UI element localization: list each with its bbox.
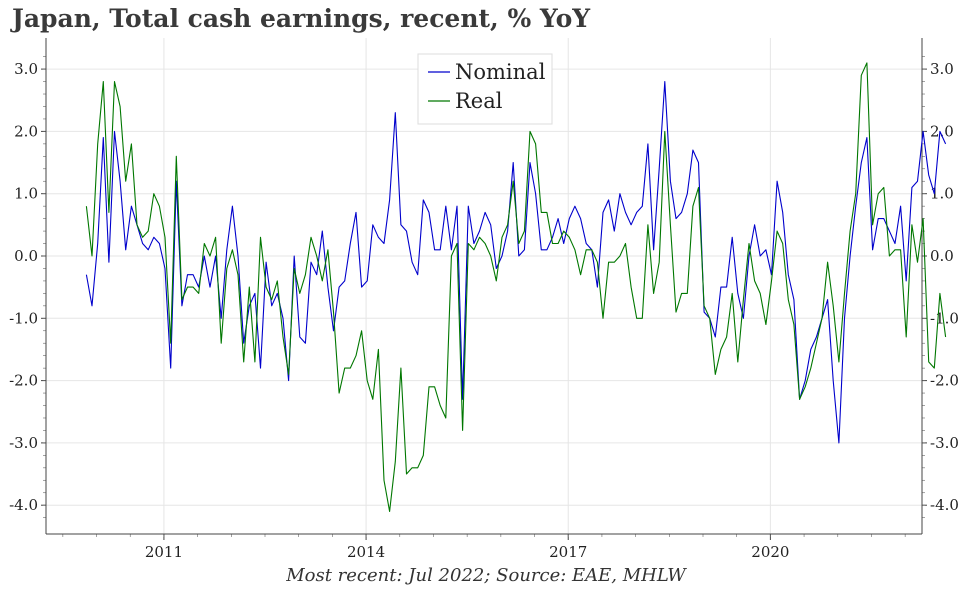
y-tick-label-left: -1.0 xyxy=(9,309,38,327)
series-lines xyxy=(85,62,947,512)
y-tick-label-left: 3.0 xyxy=(14,60,38,78)
y-tick-label-right: 1.0 xyxy=(930,185,954,203)
x-tick-label: 2020 xyxy=(751,543,789,561)
y-tick-label-left: -3.0 xyxy=(9,434,38,452)
y-tick-label-right: -2.0 xyxy=(930,372,959,390)
chart-title: Japan, Total cash earnings, recent, % Yo… xyxy=(12,4,591,33)
legend-box xyxy=(417,53,553,125)
chart-source-note: Most recent: Jul 2022; Source: EAE, MHLW xyxy=(286,565,686,586)
axes xyxy=(41,38,927,540)
grid-lines xyxy=(46,38,922,534)
y-tick-label-left: 1.0 xyxy=(14,185,38,203)
y-tick-label-right: -4.0 xyxy=(930,496,959,514)
y-tick-label-right: 2.0 xyxy=(930,122,954,140)
legend: Nominal Real xyxy=(417,53,553,125)
y-tick-label-left: 2.0 xyxy=(14,122,38,140)
y-tick-label-right: -3.0 xyxy=(930,434,959,452)
x-tick-label: 2017 xyxy=(549,543,587,561)
y-tick-label-left: 0.0 xyxy=(14,247,38,265)
y-ticks-left: -4.0 -3.0 -2.0 -1.0 0.0 1.0 2.0 3.0 xyxy=(9,60,38,514)
x-tick-label: 2014 xyxy=(347,543,385,561)
y-tick-label-left: -2.0 xyxy=(9,372,38,390)
y-tick-label-right: 3.0 xyxy=(930,60,954,78)
legend-label-nominal: Nominal xyxy=(455,60,546,84)
series-line-nominal xyxy=(85,81,947,444)
y-tick-label-right: 0.0 xyxy=(930,247,954,265)
y-tick-label-left: -4.0 xyxy=(9,496,38,514)
x-tick-label: 2011 xyxy=(145,543,183,561)
legend-label-real: Real xyxy=(455,89,503,113)
series-line-real xyxy=(85,62,947,512)
y-ticks-right: -4.0-3.0-2.0-1.00.01.02.03.0 xyxy=(930,60,959,514)
x-ticks: 2011 2014 2017 2020 xyxy=(145,543,790,561)
